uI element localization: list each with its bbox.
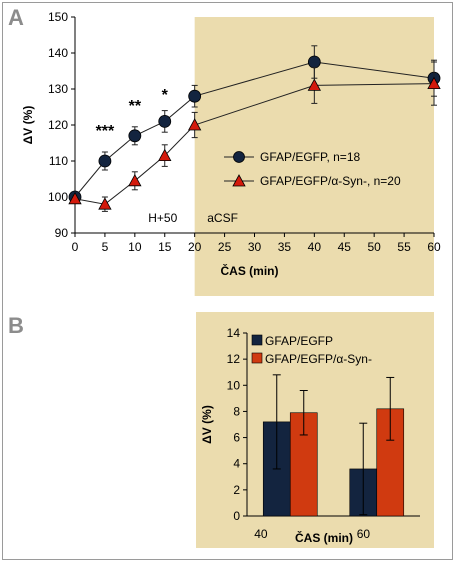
panel-a-data-point — [187, 118, 202, 131]
panel-a-significance-label: ** — [129, 98, 142, 115]
panel-a-y-tick-label: 100 — [48, 190, 68, 204]
panel-a-y-tick-label: 130 — [48, 82, 68, 96]
panel-a-significance-label: * — [162, 87, 169, 104]
panel-a-data-point — [158, 148, 172, 162]
panel-a-x-tick-label: 5 — [102, 240, 109, 254]
panel-a-data-point — [158, 115, 172, 128]
panel-b-y-tick-label: 12 — [227, 352, 241, 366]
panel-b-x-tick-label: 60 — [357, 527, 371, 541]
panel-b-legend-label: GFAP/EGFP — [265, 334, 333, 348]
panel-a-x-tick-label: 40 — [308, 240, 322, 254]
panel-a-x-tick-label: 15 — [158, 240, 172, 254]
panel-a-x-tick-label: 60 — [427, 240, 441, 254]
panel-b-y-tick-label: 10 — [227, 378, 241, 392]
panel-a-y-tick-label: 120 — [48, 118, 68, 132]
panel-a-data-point — [98, 154, 112, 168]
panel-b-x-tick-label: 40 — [254, 527, 268, 541]
panel-b-legend-label: GFAP/EGFP/α-Syn- — [265, 352, 372, 366]
panel-a-x-tick-label: 55 — [397, 240, 411, 254]
panel-a-x-tick-label: 0 — [72, 240, 79, 254]
panel-a-condition-label: H+50 — [148, 211, 177, 225]
panel-a-line-chart: 90 100 110 120 130 140 150 0 5 10 15 20 25 30 35 40 45 50… — [21, 10, 441, 278]
panel-a-x-axis-label: ČAS (min) — [221, 263, 279, 278]
panel-b-y-tick-label: 2 — [233, 483, 240, 497]
panel-a-legend-label: GFAP/EGFP, n=18 — [260, 150, 360, 164]
panel-a-x-tick-label: 25 — [218, 240, 232, 254]
panel-b-y-tick-label: 6 — [233, 431, 240, 445]
panel-a-data-point — [427, 76, 441, 89]
panel-a-y-tick-label: 90 — [55, 226, 69, 240]
panel-a-x-tick-label: 50 — [367, 240, 381, 254]
panel-a-legend-marker — [233, 151, 245, 163]
figure-frame — [2, 2, 453, 560]
panel-b-y-tick-label: 14 — [227, 326, 241, 340]
panel-a-x-tick-label: 30 — [248, 240, 262, 254]
panel-a-x-tick-label: 10 — [128, 240, 142, 254]
panel-a-data-point — [98, 197, 112, 210]
panel-a-x-tick-label: 45 — [338, 240, 352, 254]
panel-a-data-point — [128, 129, 142, 143]
panel-a-data-point — [307, 55, 321, 69]
panel-a-x-tick-label: 35 — [278, 240, 292, 254]
panel-a-data-point — [307, 78, 322, 91]
panel-a-legend-marker — [232, 174, 246, 187]
panel-b-y-tick-label: 0 — [233, 509, 240, 523]
panel-b-legend-swatch — [251, 352, 263, 364]
panel-a-legend-label: GFAP/EGFP/α-Syn-, n=20 — [260, 174, 401, 188]
panel-a-condition-label: aCSF — [207, 211, 238, 225]
panel-a-y-axis-label: ΔV (%) — [21, 106, 35, 145]
panel-a-data-point — [68, 191, 82, 205]
panel-a-y-tick-label: 140 — [48, 46, 68, 60]
panel-a-significance-label: *** — [96, 123, 115, 140]
panel-b-y-axis-label: ΔV (%) — [200, 405, 214, 444]
panel-b-letter: B — [8, 313, 24, 338]
panel-a-data-point — [128, 173, 142, 187]
panel-a-letter: A — [8, 5, 24, 30]
panel-b-y-tick-label: 4 — [233, 457, 240, 471]
panel-a-y-tick-label: 110 — [49, 154, 68, 168]
panel-a-y-tick-label: 150 — [48, 10, 68, 24]
panel-a-x-tick-label: 20 — [188, 240, 202, 254]
panel-b-x-axis-label: ČAS (min) — [295, 530, 353, 545]
panel-a-data-point — [188, 89, 202, 103]
panel-b-bar-chart: 0 2 4 6 8 10 12 14 ΔV (%) 40 60 ČAS (min) GFAP/EGFP G… — [200, 326, 420, 545]
panel-b-y-tick-label: 8 — [233, 404, 240, 418]
panel-b-legend-swatch — [251, 334, 263, 346]
